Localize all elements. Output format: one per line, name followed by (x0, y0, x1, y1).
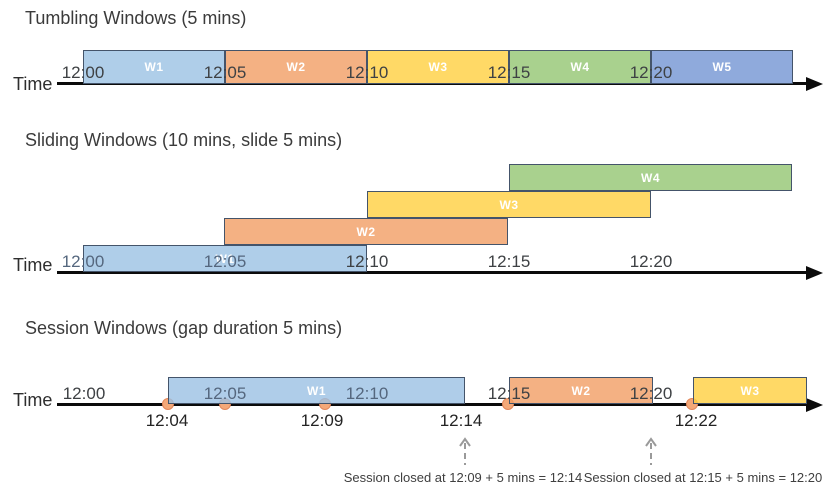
session-tick-label: 12:15 (487, 384, 531, 403)
window-label: W1 (215, 251, 235, 266)
tumbling-window-w5: W5 (651, 50, 793, 84)
sliding-timeline (57, 271, 808, 274)
window-label: W1 (307, 383, 326, 398)
sliding-window-w2: W2 (224, 218, 508, 245)
sliding-title: Sliding Windows (10 mins, slide 5 mins) (25, 130, 343, 150)
session-closed-annotation: Session closed at 12:15 + 5 mins = 12:20 (583, 470, 823, 485)
window-label: W2 (571, 383, 591, 398)
sliding-time-axis-label: Time (13, 255, 53, 275)
sliding-window-w3: W3 (367, 191, 651, 218)
session-tick-label: 12:10 (345, 384, 389, 403)
session-close-up-arrow-dashed-icon (643, 436, 659, 471)
sliding-tick-label: 12:20 (629, 252, 673, 271)
window-label: W5 (712, 60, 732, 74)
session-tick-label: 12:00 (62, 384, 106, 403)
sliding-tick-label: 12:05 (203, 252, 247, 271)
session-window-w1: W1 (168, 377, 465, 404)
window-label: W4 (641, 170, 660, 185)
tumbling-time-axis-label: Time (13, 74, 53, 94)
session-event-time-label: 12:14 (439, 411, 483, 430)
session-closed-annotation: Session closed at 12:09 + 5 mins = 12:14 (343, 470, 583, 485)
session-close-up-arrow-dashed-icon (457, 436, 473, 471)
sliding-window-w1: W1 (83, 245, 367, 272)
session-timeline (57, 403, 808, 406)
session-event-time-label: 12:22 (674, 411, 718, 430)
tumbling-tick-label: 12:15 (487, 63, 531, 82)
sliding-tick-label: 12:15 (487, 252, 531, 271)
sliding-tick-label: 12:00 (61, 252, 105, 271)
session-window-w3: W3 (693, 377, 807, 404)
window-label: W1 (144, 60, 164, 74)
session-title: Session Windows (gap duration 5 mins) (25, 318, 343, 338)
tumbling-window-w4: W4 (509, 50, 651, 84)
tumbling-tick-label: 12:10 (345, 63, 389, 82)
tumbling-tick-label: 12:20 (629, 63, 673, 82)
tumbling-timeline-arrow-icon (806, 77, 823, 91)
window-label: W3 (499, 197, 519, 212)
session-tick-label: 12:20 (629, 384, 673, 403)
window-label: W3 (428, 60, 448, 74)
session-event-time-label: 12:04 (145, 411, 189, 430)
tumbling-window-w3: W3 (367, 50, 509, 84)
session-window-w2: W2 (509, 377, 653, 404)
tumbling-window-w2: W2 (225, 50, 367, 84)
session-timeline-arrow-icon (806, 398, 823, 412)
session-time-axis-label: Time (13, 390, 53, 410)
tumbling-title: Tumbling Windows (5 mins) (25, 8, 247, 28)
sliding-window-w4: W4 (509, 164, 792, 191)
window-label: W3 (740, 383, 760, 398)
tumbling-tick-label: 12:00 (61, 63, 105, 82)
sliding-tick-label: 12:10 (345, 252, 389, 271)
tumbling-window-w1: W1 (83, 50, 225, 84)
session-event-time-label: 12:09 (300, 411, 344, 430)
window-label: W2 (356, 224, 376, 239)
sliding-timeline-arrow-icon (806, 266, 823, 280)
window-label: W4 (570, 60, 590, 74)
tumbling-tick-label: 12:05 (203, 63, 247, 82)
window-label: W2 (286, 60, 306, 74)
session-tick-label: 12:05 (203, 384, 247, 403)
